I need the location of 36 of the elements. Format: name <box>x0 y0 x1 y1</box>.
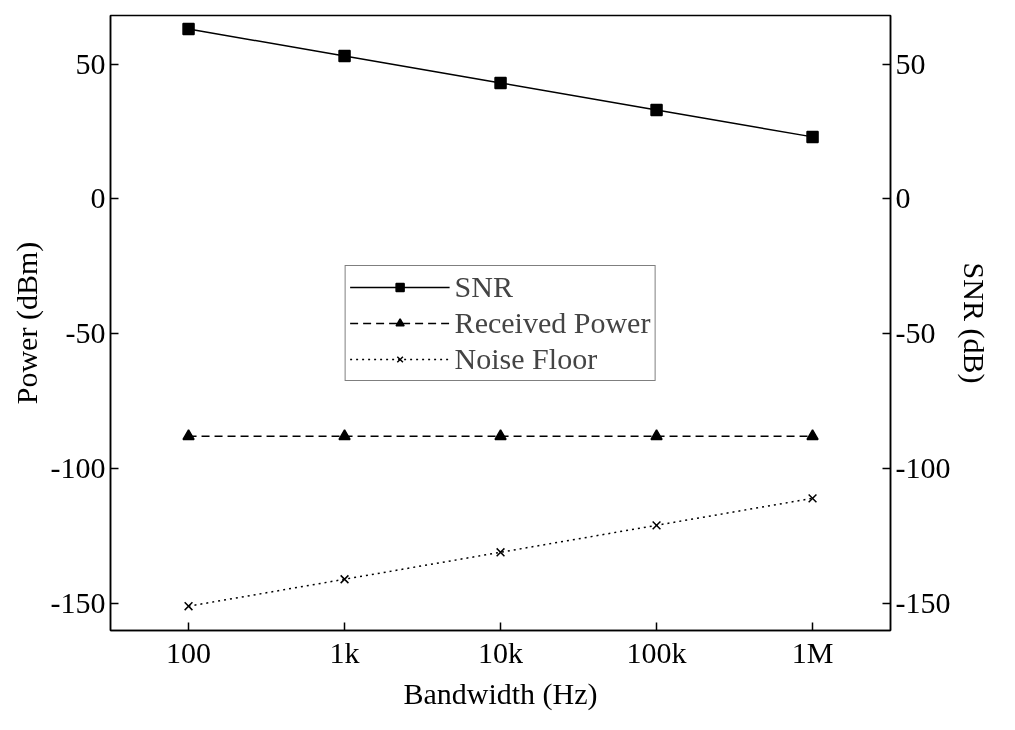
point <box>806 429 819 441</box>
x-tick-label: 100 <box>166 635 212 669</box>
point <box>495 547 506 557</box>
x-tick-label: 10k <box>478 635 524 669</box>
y2-axis-title: SNR (dB) <box>957 262 992 384</box>
point <box>807 493 818 503</box>
x-tick-label: 1k <box>329 635 360 669</box>
y-axis-title: Power (dBm) <box>9 241 44 405</box>
point <box>338 49 351 63</box>
y2-tick-label: -150 <box>895 586 951 620</box>
y-tick-label: -150 <box>50 586 106 620</box>
legend-label: SNR <box>454 269 513 304</box>
point <box>650 103 663 117</box>
x-tick-label: 1M <box>791 635 834 669</box>
legend-label: Received Power <box>454 305 651 340</box>
y-tick-label: 0 <box>90 181 106 215</box>
point <box>182 22 195 36</box>
y2-tick-label: 0 <box>895 181 911 215</box>
y-tick-label: -100 <box>50 451 106 485</box>
point <box>651 520 662 530</box>
point <box>650 429 663 441</box>
y2-tick-label: -50 <box>895 316 936 350</box>
point <box>183 601 194 611</box>
y2-tick-label: -100 <box>895 451 951 485</box>
point <box>339 574 350 584</box>
point <box>182 429 195 441</box>
y-tick-label: 50 <box>75 46 106 80</box>
y-tick-label: -50 <box>65 316 106 350</box>
legend-label: Noise Floor <box>454 341 598 376</box>
x-tick-label: 100k <box>626 635 687 669</box>
point <box>494 429 507 441</box>
point <box>494 76 507 90</box>
point <box>338 429 351 441</box>
point <box>806 130 819 144</box>
y2-tick-label: 50 <box>895 46 926 80</box>
x-axis-title: Bandwidth (Hz) <box>403 676 598 711</box>
